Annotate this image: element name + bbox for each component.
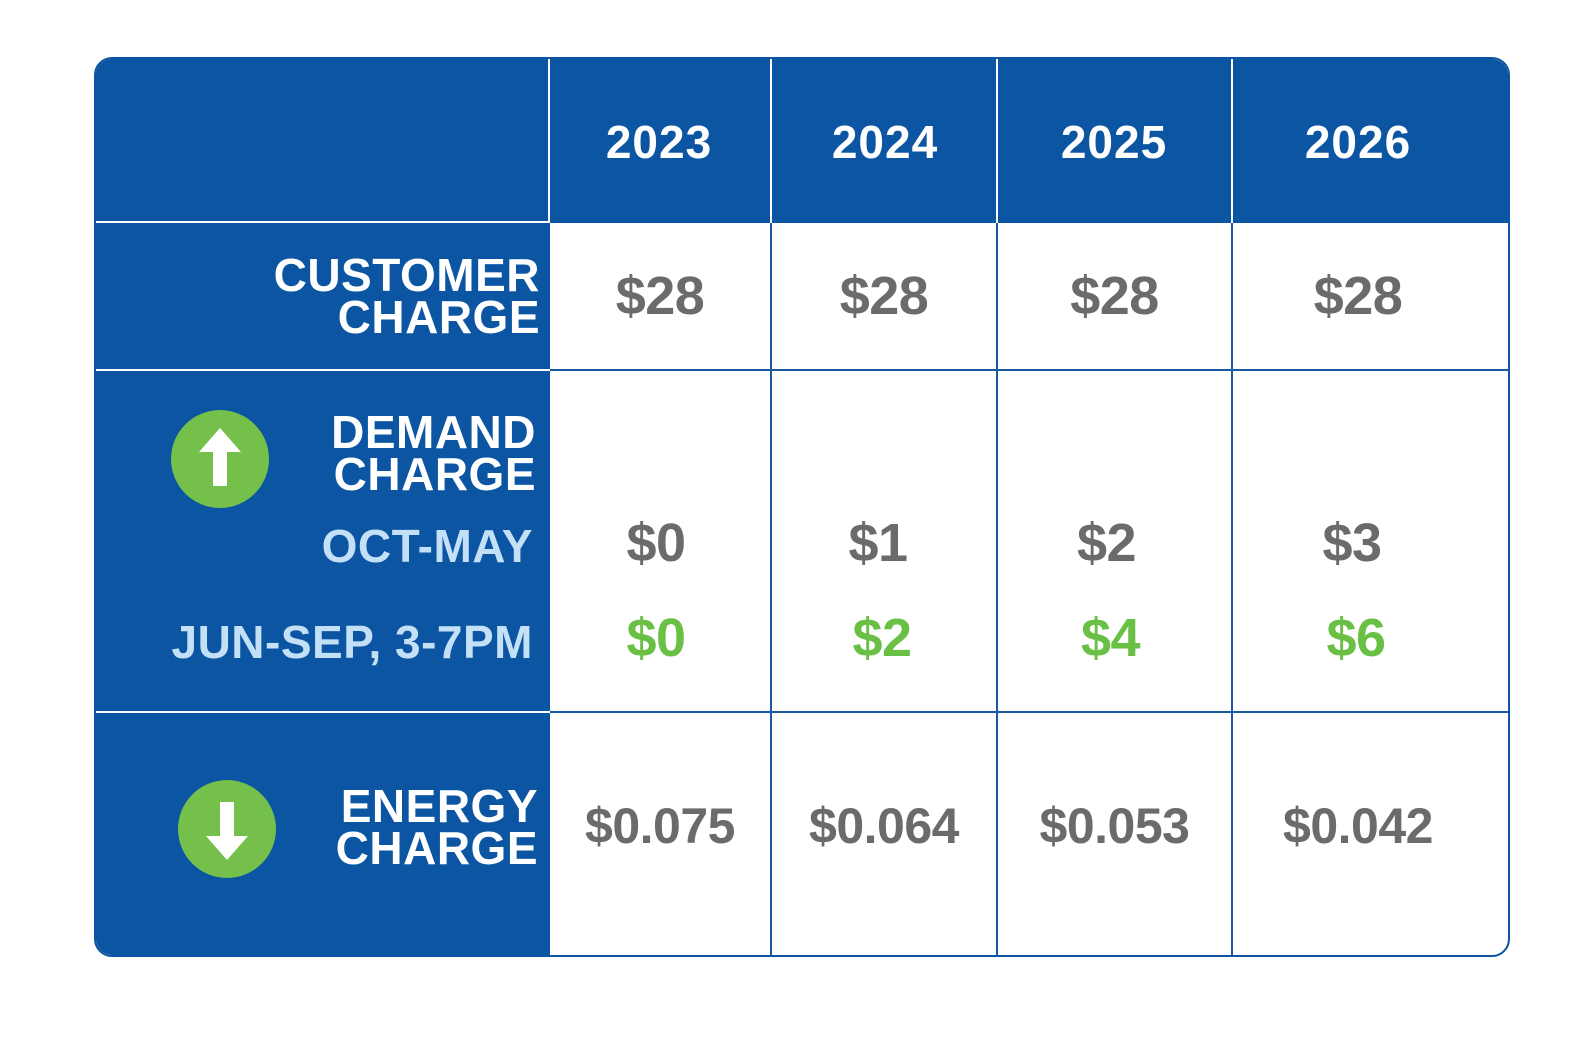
cell-value: $1 <box>848 513 908 573</box>
cell-value: $28 <box>1070 266 1159 326</box>
grid-line <box>96 711 550 713</box>
grid-line <box>996 59 998 223</box>
subrow-label-oct-may: OCT-MAY <box>321 520 533 572</box>
row-label-line: DEMAND <box>331 406 536 458</box>
cell-value: $28 <box>615 266 705 326</box>
cell-value: $3 <box>1322 513 1382 573</box>
grid-line <box>548 59 550 223</box>
cell-value: $0.053 <box>1039 798 1190 854</box>
grid-line <box>550 369 1508 371</box>
arrow-up-icon <box>171 410 269 508</box>
row-label-line: ENERGY <box>340 780 538 832</box>
grid-line <box>996 223 998 955</box>
cell-value: $0.042 <box>1283 798 1433 854</box>
grid-line <box>1231 223 1233 955</box>
row-label-line: CUSTOMER <box>273 249 540 301</box>
cell-value: $4 <box>1080 608 1141 668</box>
row-label-line: CHARGE <box>337 291 540 343</box>
cell-value: $6 <box>1326 608 1386 668</box>
row-label-column <box>96 59 550 955</box>
rate-table: 2023 2024 2025 2026 CUSTOMER CHARGE DEMA… <box>94 57 1510 957</box>
column-header-year: 2024 <box>831 116 939 168</box>
cell-value: $0 <box>626 513 686 573</box>
column-header-year: 2026 <box>1304 116 1412 168</box>
cell-value: $0.075 <box>585 798 735 854</box>
cell-value: $2 <box>852 608 912 668</box>
grid-line <box>1231 59 1233 223</box>
row-label-demand-charge: DEMAND CHARGE <box>331 406 536 500</box>
row-label-customer-charge: CUSTOMER CHARGE <box>273 249 540 343</box>
arrow-down-icon <box>178 780 276 878</box>
cell-value: $0.064 <box>809 798 959 854</box>
subrow-label-jun-sep: JUN-SEP, 3-7PM <box>171 616 533 668</box>
column-header-year: 2023 <box>605 116 713 168</box>
grid-line <box>770 223 772 955</box>
cell-value: $28 <box>1313 266 1403 326</box>
row-label-energy-charge: ENERGY CHARGE <box>335 780 538 874</box>
grid-line <box>96 369 550 371</box>
cell-value: $0 <box>626 608 686 668</box>
grid-line <box>770 59 772 223</box>
cell-value: $2 <box>1076 513 1137 573</box>
cell-value: $28 <box>839 266 929 326</box>
row-label-line: CHARGE <box>333 448 536 500</box>
grid-line <box>550 711 1508 713</box>
row-label-line: CHARGE <box>335 822 538 874</box>
column-header-year: 2025 <box>1060 116 1168 168</box>
grid-line <box>96 221 550 223</box>
